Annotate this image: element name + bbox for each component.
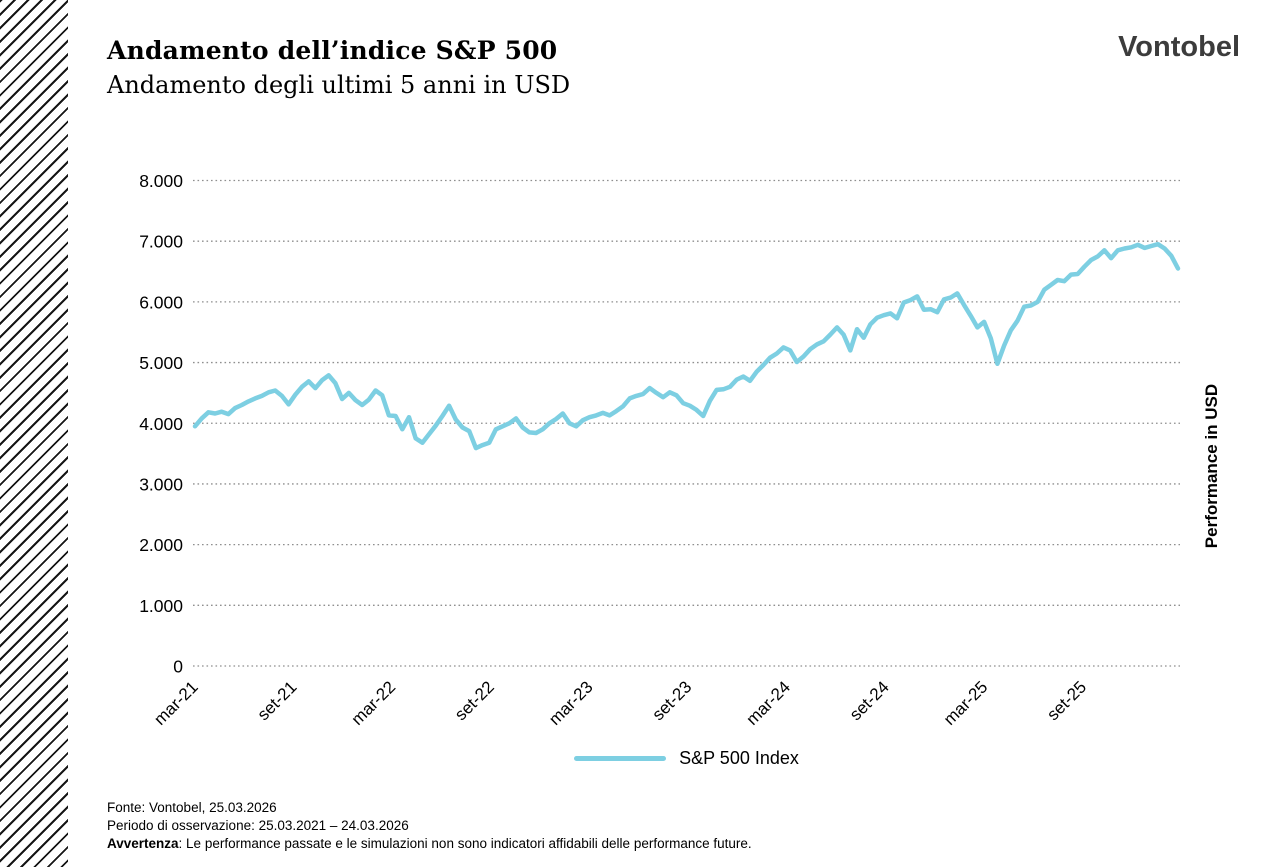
page-subtitle: Andamento degli ultimi 5 anni in USD <box>107 71 571 99</box>
x-tick-label: set-23 <box>648 677 695 724</box>
x-tick-label: set-21 <box>254 677 301 724</box>
footer-disclaimer-text: : Le performance passate e le simulazion… <box>178 836 752 851</box>
x-tick-label: set-24 <box>846 677 893 724</box>
page-title: Andamento dell’indice S&P 500 <box>107 36 558 65</box>
y-tick-label: 3.000 <box>139 474 183 494</box>
x-tick-label: set-22 <box>451 677 498 724</box>
footer-disclaimer: Avvertenza: Le performance passate e le … <box>107 835 752 853</box>
diagonal-hatch-border <box>0 0 68 867</box>
x-tick-label: mar-21 <box>150 677 202 729</box>
x-tick-label: mar-23 <box>545 677 597 729</box>
x-tick-label: set-25 <box>1043 677 1090 724</box>
y-tick-label: 8.000 <box>139 171 183 191</box>
y-tick-label: 6.000 <box>139 292 183 312</box>
y-tick-label: 4.000 <box>139 414 183 434</box>
footer-disclaimer-label: Avvertenza <box>107 836 179 851</box>
y-tick-label: 5.000 <box>139 353 183 373</box>
y-tick-label: 2.000 <box>139 535 183 555</box>
y-tick-label: 7.000 <box>139 232 183 252</box>
footer-notes: Fonte: Vontobel, 25.03.2026 Periodo di o… <box>107 799 752 853</box>
y-tick-label: 0 <box>173 657 183 677</box>
x-tick-label: mar-22 <box>348 677 400 729</box>
right-axis-title: Performance in USD <box>1202 383 1221 549</box>
footer-source: Fonte: Vontobel, 25.03.2026 <box>107 800 277 815</box>
footer-period: Periodo di osservazione: 25.03.2021 – 24… <box>107 818 409 833</box>
legend-label: S&P 500 Index <box>679 747 799 768</box>
x-tick-label: mar-24 <box>743 677 795 729</box>
y-tick-label: 1.000 <box>139 596 183 616</box>
x-tick-label: mar-25 <box>940 677 992 729</box>
vontobel-logo: Vontobel <box>1118 31 1240 63</box>
legend-line-swatch <box>574 755 667 761</box>
series-line-sp500 <box>192 241 1181 451</box>
chart-legend: S&P 500 Index <box>193 744 1180 772</box>
